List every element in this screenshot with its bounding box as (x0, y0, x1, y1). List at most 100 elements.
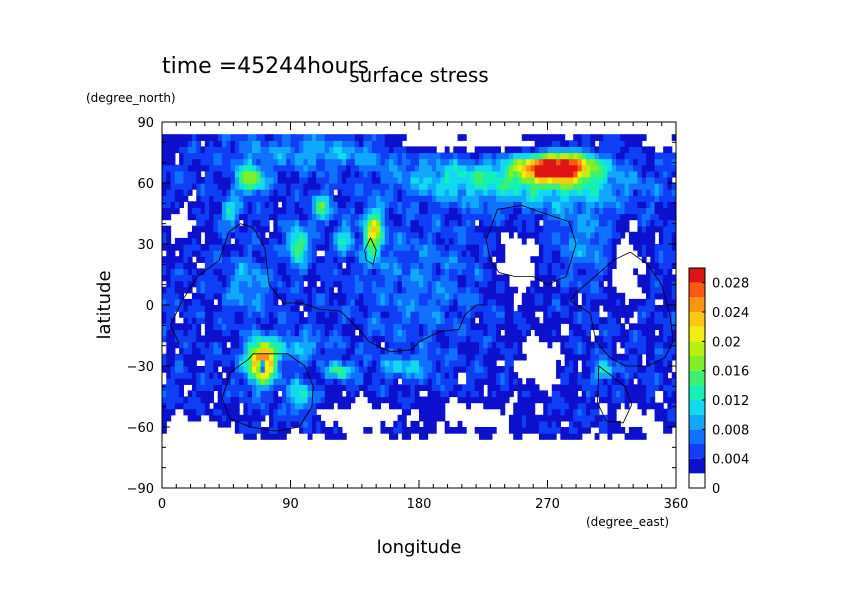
field-cell (316, 158, 322, 166)
field-cell (573, 335, 579, 343)
field-cell (239, 189, 244, 196)
field-cell (359, 274, 364, 282)
field-cell (234, 402, 240, 410)
field-cell (217, 408, 223, 416)
field-cell (667, 420, 673, 428)
field-cell (560, 164, 566, 172)
field-cell (346, 335, 352, 343)
field-cell (658, 244, 664, 251)
field-cell (341, 372, 347, 379)
field-cell (633, 152, 639, 160)
field-cell (269, 384, 274, 391)
field-cell (234, 146, 240, 154)
field-cell (346, 396, 352, 404)
field-cell (234, 420, 240, 428)
field-cell (401, 420, 407, 428)
field-cell (226, 170, 232, 178)
field-cell (170, 274, 176, 282)
field-cell (269, 183, 274, 190)
field-cell (333, 256, 339, 263)
field-cell (269, 347, 274, 355)
field-cell (179, 378, 185, 385)
field-cell (543, 268, 549, 276)
field-cell (162, 408, 167, 416)
field-cell (671, 225, 676, 233)
field-cell (350, 237, 356, 245)
field-cell (436, 396, 442, 404)
field-cell (217, 219, 223, 227)
field-cell (384, 372, 390, 379)
field-cell (586, 244, 591, 251)
field-cell (264, 359, 270, 367)
field-cell (568, 152, 574, 160)
field-cell (419, 298, 424, 306)
field-cell (513, 170, 519, 178)
field-cell (641, 195, 647, 202)
field-cell (590, 244, 596, 251)
field-cell (470, 335, 476, 343)
field-cell (359, 170, 364, 178)
field-cell (474, 347, 480, 355)
field-cell (508, 335, 514, 343)
field-cell (256, 231, 262, 239)
field-cell (474, 170, 480, 178)
field-cell (530, 286, 536, 294)
field-cell (380, 183, 386, 190)
field-cell (204, 341, 210, 349)
field-cell (444, 280, 450, 288)
field-cell (179, 244, 185, 251)
field-cell (431, 390, 437, 398)
field-cell (251, 256, 257, 263)
field-cell (564, 335, 570, 343)
field-cell (371, 213, 377, 221)
field-cell (568, 402, 574, 410)
field-cell (461, 158, 467, 166)
field-cell (414, 335, 420, 343)
field-cell (598, 347, 604, 355)
field-cell (590, 292, 596, 300)
field-cell (534, 298, 540, 306)
field-cell (286, 225, 292, 233)
field-cell (551, 207, 557, 215)
field-cell (316, 305, 322, 312)
field-cell (341, 341, 347, 349)
field-cell (217, 311, 223, 318)
field-cell (581, 237, 587, 245)
field-cell (376, 237, 382, 245)
field-cell (234, 268, 240, 276)
field-cell (170, 256, 176, 263)
field-cell (260, 329, 266, 337)
field-cell (556, 414, 561, 422)
field-cell (183, 195, 189, 202)
field-cell (448, 219, 454, 227)
field-cell (221, 164, 227, 172)
field-cell (217, 384, 223, 391)
field-cell (260, 323, 266, 330)
field-cell (162, 176, 167, 184)
field-cell (611, 213, 617, 221)
field-cell (526, 158, 531, 166)
field-cell (496, 335, 501, 343)
field-cell (419, 384, 424, 391)
field-cell (581, 280, 587, 288)
field-cell (616, 189, 621, 196)
field-cell (470, 292, 476, 300)
field-cell (209, 286, 214, 294)
field-cell (448, 280, 454, 288)
field-cell (294, 170, 300, 178)
field-cell (461, 219, 467, 227)
field-cell (179, 237, 185, 245)
field-cell (470, 158, 476, 166)
field-cell (281, 152, 287, 160)
field-cell (307, 170, 313, 178)
field-cell (187, 268, 193, 276)
field-cell (191, 244, 197, 251)
field-cell (440, 164, 446, 172)
field-cell (299, 195, 304, 202)
field-cell (517, 335, 523, 343)
field-cell (410, 420, 416, 428)
field-cell (521, 396, 527, 404)
field-cell (273, 378, 279, 385)
field-cell (363, 347, 369, 355)
field-cell (196, 372, 202, 379)
